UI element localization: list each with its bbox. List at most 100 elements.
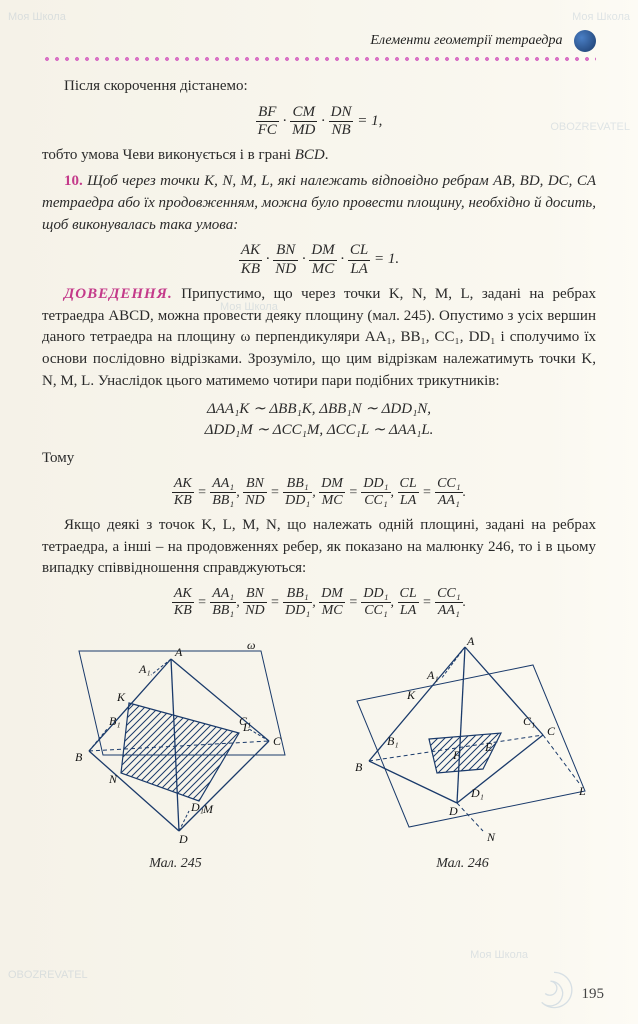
eq4-1-rd: BB₁ <box>210 493 236 509</box>
eq2-f1-num: AK <box>239 242 262 260</box>
fig246-A1: A₁ <box>426 668 439 682</box>
eq5-1-ld: KB <box>172 603 194 619</box>
fig246-E: E <box>484 740 493 754</box>
fig246-F: F <box>452 748 461 762</box>
eq2-f3-den: MC <box>309 261 336 278</box>
eq4-2-rd: DD₁ <box>283 493 312 509</box>
p-tomu: Тому <box>42 448 596 470</box>
eq4-3-rd: CC₁ <box>361 493 390 509</box>
eq1-f2-den: MD <box>290 122 317 139</box>
eq3-line2: ΔDD₁M ∼ ΔCC₁M, ΔCC₁L ∼ ΔAA₁L. <box>205 422 434 438</box>
figure-245-svg: A A₁ B B₁ C C₁ D D₁ K L M N ω <box>51 633 301 848</box>
eq4-4-rd: AA₁ <box>435 493 463 509</box>
watermark-bottom-right: Моя Школа <box>470 948 528 964</box>
fig245-M: M <box>202 802 214 816</box>
fig245-A1: A₁ <box>138 662 151 676</box>
fig246-D1: D₁ <box>470 786 484 800</box>
equation-3: ΔAA₁K ∼ ΔBB₁K, ΔBB₁N ∼ ΔDD₁N, ΔDD₁M ∼ ΔC… <box>42 399 596 443</box>
eq1-f1-den: FC <box>256 122 279 139</box>
eq2-f2-den: ND <box>273 261 298 278</box>
eq4-2-rn: BB₁ <box>283 476 312 493</box>
eq4-3-ln: DM <box>319 476 345 493</box>
header-title: Елементи геометрії тетраедра <box>370 33 562 48</box>
page-header: Елементи геометрії тетраедра <box>42 30 596 52</box>
fig245-K: K <box>116 690 126 704</box>
eq5-2-rd: DD₁ <box>283 603 312 619</box>
proof-paragraph: ДОВЕДЕННЯ. Припустимо, що через точки K,… <box>42 284 596 393</box>
page-number: 195 <box>582 984 605 1006</box>
item-10: 10. Щоб через точки K, N, M, L, які нале… <box>42 171 596 236</box>
eq5-4-ln: CL <box>398 586 419 603</box>
equation-1: BFFC · CMMD · DNNB = 1, <box>42 104 596 140</box>
figure-245-caption: Мал. 245 <box>42 854 309 874</box>
fig246-B1: B₁ <box>387 734 399 748</box>
item-10-text: Щоб через точки K, N, M, L, які належать… <box>42 173 596 233</box>
eq1-f1-num: BF <box>256 104 279 122</box>
eq4-2-ld: ND <box>243 493 266 509</box>
eq4-2-ln: BN <box>243 476 266 493</box>
fig246-L: L <box>578 784 586 798</box>
p2-b: BCD <box>295 147 325 163</box>
eq5-1-rn: AA₁ <box>210 586 236 603</box>
fig246-D: D <box>448 804 458 818</box>
eq2-f4-num: CL <box>348 242 370 260</box>
watermark-top-left: Моя Школа <box>8 10 66 26</box>
eq4-4-ln: CL <box>398 476 419 493</box>
paragraph-2: тобто умова Чеви виконується і в грані B… <box>42 145 596 167</box>
watermark-bottom-left: OBOZREVATEL <box>8 968 88 984</box>
page-swirl-icon <box>532 968 576 1012</box>
eq5-2-rn: BB₁ <box>283 586 312 603</box>
p2-c: . <box>325 147 329 163</box>
eq5-2-ld: ND <box>243 603 266 619</box>
fig246-C: C <box>547 724 556 738</box>
item-10-number: 10. <box>64 173 83 189</box>
eq5-4-ld: LA <box>398 603 419 619</box>
eq5-4-rd: AA₁ <box>435 603 463 619</box>
eq4-1-ld: KB <box>172 493 194 509</box>
eq5-2-ln: BN <box>243 586 266 603</box>
fig245-L: L <box>242 720 250 734</box>
p2-a: тобто умова Чеви виконується і в грані <box>42 147 295 163</box>
eq1-f2-num: CM <box>290 104 317 122</box>
equation-5: AKKB = AA₁BB₁, BNND = BB₁DD₁, DMMC = DD₁… <box>42 586 596 619</box>
equation-2: AKKB · BNND · DMMC · CLLA = 1. <box>42 242 596 278</box>
eq4-4-ld: LA <box>398 493 419 509</box>
eq5-1-rd: BB₁ <box>210 603 236 619</box>
eq4-3-ld: MC <box>319 493 345 509</box>
eq2-f4-den: LA <box>348 261 370 278</box>
eq3-line1: ΔAA₁K ∼ ΔBB₁K, ΔBB₁N ∼ ΔDD₁N, <box>207 401 431 417</box>
eq2-f2-num: BN <box>273 242 298 260</box>
header-dot-icon <box>574 30 596 52</box>
fig246-B: B <box>355 760 363 774</box>
paragraph-1: Після скорочення дістанемо: <box>42 76 596 98</box>
eq4-4-rn: CC₁ <box>435 476 463 493</box>
eq4-1-rn: AA₁ <box>210 476 236 493</box>
eq2-rhs: = 1. <box>374 251 399 267</box>
fig245-D1: D₁ <box>190 800 204 814</box>
eq5-4-rn: CC₁ <box>435 586 463 603</box>
eq1-f3-num: DN <box>329 104 354 122</box>
fig246-K: K <box>406 688 416 702</box>
eq5-3-ld: MC <box>319 603 345 619</box>
eq5-3-ln: DM <box>319 586 345 603</box>
figure-246-caption: Мал. 246 <box>329 854 596 874</box>
fig245-A: A <box>174 645 183 659</box>
eq5-1-ln: AK <box>172 586 194 603</box>
proof-label: ДОВЕДЕННЯ. <box>64 286 173 302</box>
paragraph-5: Якщо деякі з точок K, L, M, N, що належа… <box>42 515 596 580</box>
fig246-N: N <box>486 830 496 844</box>
eq4-1-ln: AK <box>172 476 194 493</box>
fig245-D: D <box>178 832 188 846</box>
figure-245: A A₁ B B₁ C C₁ D D₁ K L M N ω Мал. 245 <box>42 633 309 874</box>
equation-4: AKKB = AA₁BB₁, BNND = BB₁DD₁, DMMC = DD₁… <box>42 476 596 509</box>
eq1-rhs: = 1, <box>357 113 382 129</box>
eq5-3-rn: DD₁ <box>361 586 390 603</box>
eq2-f3-num: DM <box>309 242 336 260</box>
fig246-A: A <box>466 634 475 648</box>
figure-246-svg: A A₁ B B₁ C C₁ D D₁ K L N F E <box>333 633 593 848</box>
fig245-B: B <box>75 750 83 764</box>
fig246-C1: C₁ <box>523 714 535 728</box>
eq1-f3-den: NB <box>329 122 354 139</box>
fig245-omega: ω <box>247 638 255 652</box>
eq2-f1-den: KB <box>239 261 262 278</box>
